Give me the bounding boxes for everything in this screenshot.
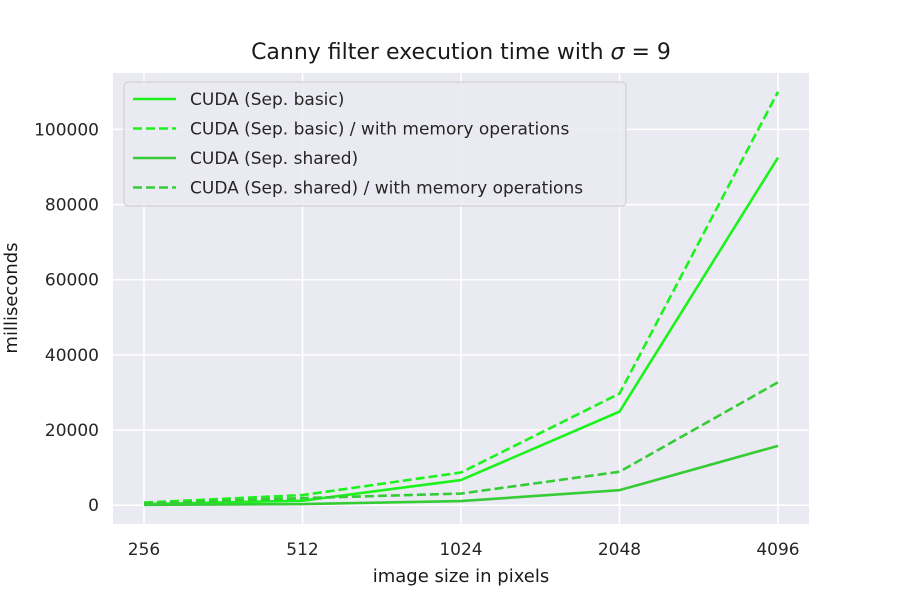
y-tick-label: 60000 bbox=[45, 271, 99, 291]
chart-title: Canny filter execution time with σ = 9 bbox=[251, 40, 671, 65]
y-tick-label: 20000 bbox=[45, 421, 99, 441]
legend-label: CUDA (Sep. basic) / with memory operatio… bbox=[190, 120, 569, 140]
y-axis-label: milliseconds bbox=[1, 242, 22, 353]
series-line-3 bbox=[143, 444, 779, 507]
series-line-4 bbox=[143, 381, 779, 505]
x-tick-label: 4096 bbox=[756, 540, 799, 560]
legend-label: CUDA (Sep. shared) / with memory operati… bbox=[190, 179, 583, 199]
y-tick-label: 100000 bbox=[34, 120, 99, 140]
y-tick-label: 80000 bbox=[45, 196, 99, 216]
x-tick-labels: 256 512 1024 2048 4096 bbox=[128, 540, 800, 560]
y-tick-label: 40000 bbox=[45, 346, 99, 366]
legend-box bbox=[123, 81, 627, 207]
series-layer bbox=[143, 91, 780, 507]
x-tick-label: 512 bbox=[286, 540, 318, 560]
x-tick-label: 256 bbox=[128, 540, 160, 560]
legend: CUDA (Sep. basic) CUDA (Sep. basic) / wit… bbox=[123, 81, 627, 207]
x-axis-label: image size in pixels bbox=[373, 566, 550, 587]
series-line-2 bbox=[143, 91, 780, 504]
legend-label: CUDA (Sep. shared) bbox=[190, 149, 358, 169]
y-tick-label: 0 bbox=[88, 496, 99, 516]
x-tick-label: 1024 bbox=[439, 540, 482, 560]
sigma-symbol: σ bbox=[611, 40, 626, 65]
legend-label: CUDA (Sep. basic) bbox=[190, 90, 344, 110]
y-tick-labels: 0 20000 40000 60000 80000 100000 bbox=[34, 120, 99, 516]
x-tick-label: 2048 bbox=[598, 540, 641, 560]
series-line-1 bbox=[143, 156, 780, 506]
